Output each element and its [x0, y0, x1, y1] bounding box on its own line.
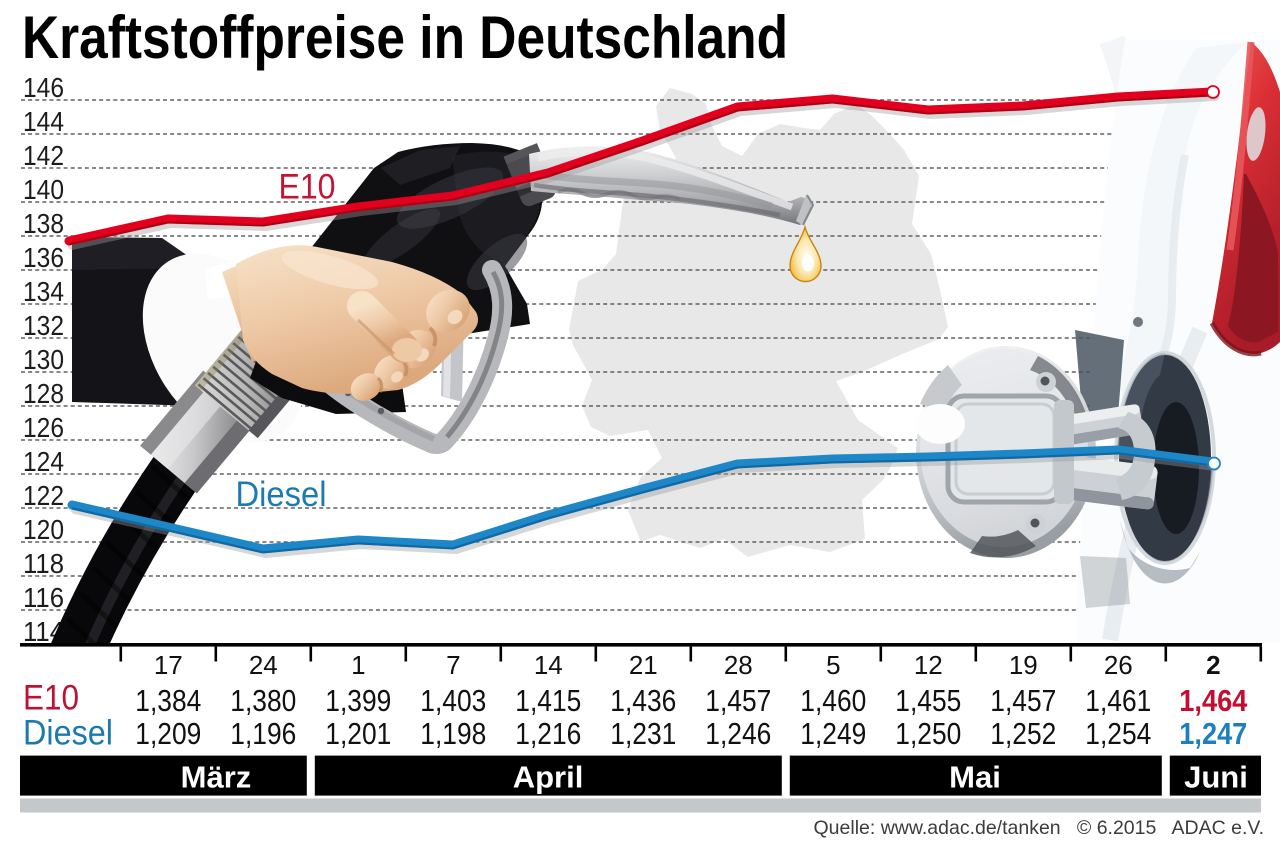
svg-text:140: 140: [23, 174, 64, 205]
svg-text:12: 12: [914, 650, 943, 680]
svg-text:17: 17: [154, 650, 183, 680]
svg-text:144: 144: [23, 106, 64, 137]
svg-text:März: März: [181, 760, 252, 795]
svg-text:1,246: 1,246: [705, 716, 771, 751]
svg-text:1: 1: [351, 650, 365, 680]
svg-text:1,415: 1,415: [515, 683, 581, 718]
svg-text:132: 132: [23, 310, 64, 341]
svg-text:21: 21: [629, 650, 658, 680]
svg-text:136: 136: [23, 242, 64, 273]
svg-text:1,209: 1,209: [135, 716, 201, 751]
svg-text:146: 146: [23, 72, 64, 103]
svg-text:130: 130: [23, 344, 64, 375]
svg-text:142: 142: [23, 140, 64, 171]
svg-text:122: 122: [23, 480, 64, 511]
svg-text:1,457: 1,457: [990, 683, 1056, 718]
svg-text:Juni: Juni: [1184, 760, 1248, 795]
svg-text:124: 124: [23, 446, 64, 477]
svg-text:116: 116: [23, 582, 64, 613]
svg-text:1,457: 1,457: [705, 683, 771, 718]
svg-text:2: 2: [1206, 650, 1220, 680]
svg-text:1,252: 1,252: [990, 716, 1056, 751]
svg-text:1,403: 1,403: [420, 683, 486, 718]
svg-text:1,198: 1,198: [420, 716, 486, 751]
svg-text:24: 24: [249, 650, 278, 680]
svg-text:1,461: 1,461: [1085, 683, 1151, 718]
svg-text:Diesel: Diesel: [236, 475, 327, 514]
svg-text:E10: E10: [23, 679, 79, 718]
svg-text:138: 138: [23, 208, 64, 239]
svg-text:118: 118: [23, 548, 64, 579]
svg-text:1,196: 1,196: [230, 716, 296, 751]
svg-text:Mai: Mai: [949, 760, 1001, 795]
svg-text:7: 7: [446, 650, 460, 680]
svg-text:1,247: 1,247: [1179, 716, 1247, 751]
svg-text:14: 14: [534, 650, 563, 680]
svg-text:1,436: 1,436: [610, 683, 676, 718]
svg-text:Quelle: www.adac.de/tanken ©: Quelle: www.adac.de/tanken © 6.2015 ADAC…: [814, 817, 1265, 839]
svg-text:April: April: [513, 760, 584, 795]
svg-text:1,384: 1,384: [135, 683, 201, 718]
svg-text:E10: E10: [279, 168, 336, 207]
svg-text:1,250: 1,250: [895, 716, 961, 751]
svg-text:1,249: 1,249: [800, 716, 866, 751]
svg-text:1,231: 1,231: [610, 716, 676, 751]
svg-text:1,460: 1,460: [800, 683, 866, 718]
svg-text:26: 26: [1104, 650, 1133, 680]
svg-text:Kraftstoffpreise in Deutschlan: Kraftstoffpreise in Deutschland: [22, 4, 788, 71]
svg-text:Diesel: Diesel: [23, 713, 113, 752]
svg-text:134: 134: [23, 276, 64, 307]
svg-text:128: 128: [23, 378, 64, 409]
svg-text:1,464: 1,464: [1179, 683, 1248, 718]
svg-text:1,455: 1,455: [895, 683, 961, 718]
svg-text:126: 126: [23, 412, 64, 443]
svg-text:1,399: 1,399: [325, 683, 391, 718]
svg-text:120: 120: [23, 514, 64, 545]
svg-text:28: 28: [724, 650, 753, 680]
svg-text:1,216: 1,216: [515, 716, 581, 751]
svg-text:1,380: 1,380: [230, 683, 296, 718]
svg-text:1,201: 1,201: [325, 716, 391, 751]
svg-text:19: 19: [1009, 650, 1038, 680]
svg-text:5: 5: [826, 650, 840, 680]
svg-text:1,254: 1,254: [1085, 716, 1151, 751]
